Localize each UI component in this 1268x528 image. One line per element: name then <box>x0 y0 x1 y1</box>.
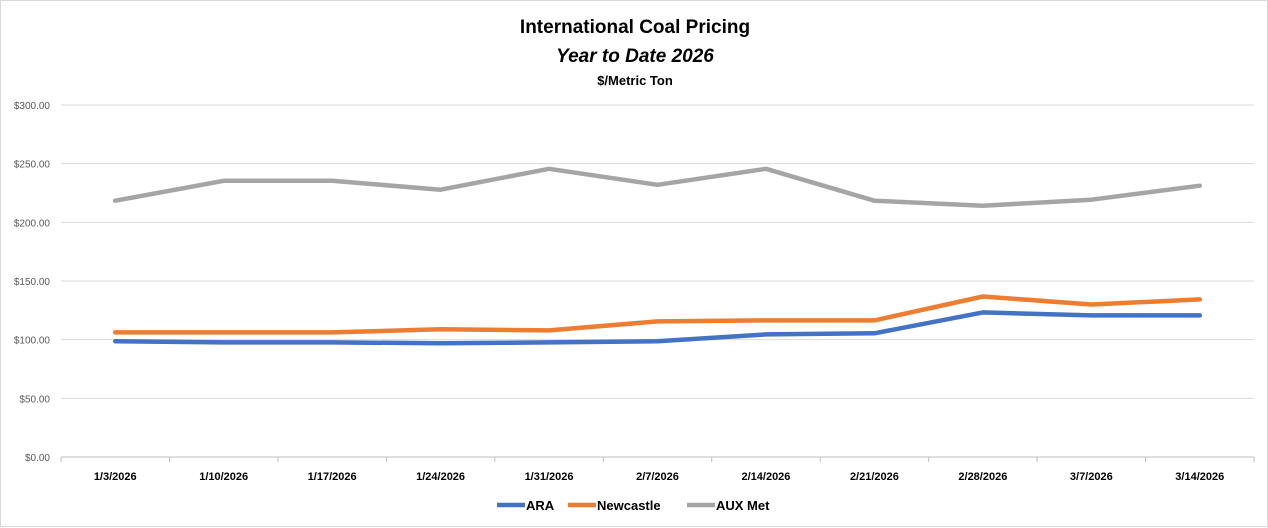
series-line-ara <box>115 312 1200 343</box>
chart-subtitle: Year to Date 2026 <box>556 46 714 67</box>
y-tick-label: $300.00 <box>14 101 51 112</box>
legend-label: Newcastle <box>597 498 661 513</box>
x-tick-label: 2/7/2026 <box>636 471 679 483</box>
x-tick-label: 1/3/2026 <box>94 471 137 483</box>
x-tick-label: 3/7/2026 <box>1070 471 1113 483</box>
y-tick-label: $50.00 <box>19 394 50 405</box>
x-tick-label: 3/14/2026 <box>1175 471 1224 483</box>
chart-unit-label: $/Metric Ton <box>597 73 673 88</box>
y-tick-label: $100.00 <box>14 336 51 347</box>
chart-title: International Coal Pricing <box>520 17 750 38</box>
x-tick-label: 2/28/2026 <box>958 471 1007 483</box>
x-tick-label: 1/31/2026 <box>525 471 574 483</box>
x-tick-label: 1/10/2026 <box>199 471 248 483</box>
x-tick-label: 2/21/2026 <box>850 471 899 483</box>
legend-label: ARA <box>526 498 555 513</box>
x-tick-label: 1/17/2026 <box>308 471 357 483</box>
series-line-aux-met <box>115 169 1200 206</box>
y-tick-label: $200.00 <box>14 218 51 229</box>
legend-label: AUX Met <box>716 498 770 513</box>
x-tick-label: 2/14/2026 <box>741 471 790 483</box>
y-tick-label: $0.00 <box>25 453 50 464</box>
x-tick-label: 1/24/2026 <box>416 471 465 483</box>
y-tick-label: $250.00 <box>14 160 51 171</box>
y-tick-label: $150.00 <box>14 277 51 288</box>
